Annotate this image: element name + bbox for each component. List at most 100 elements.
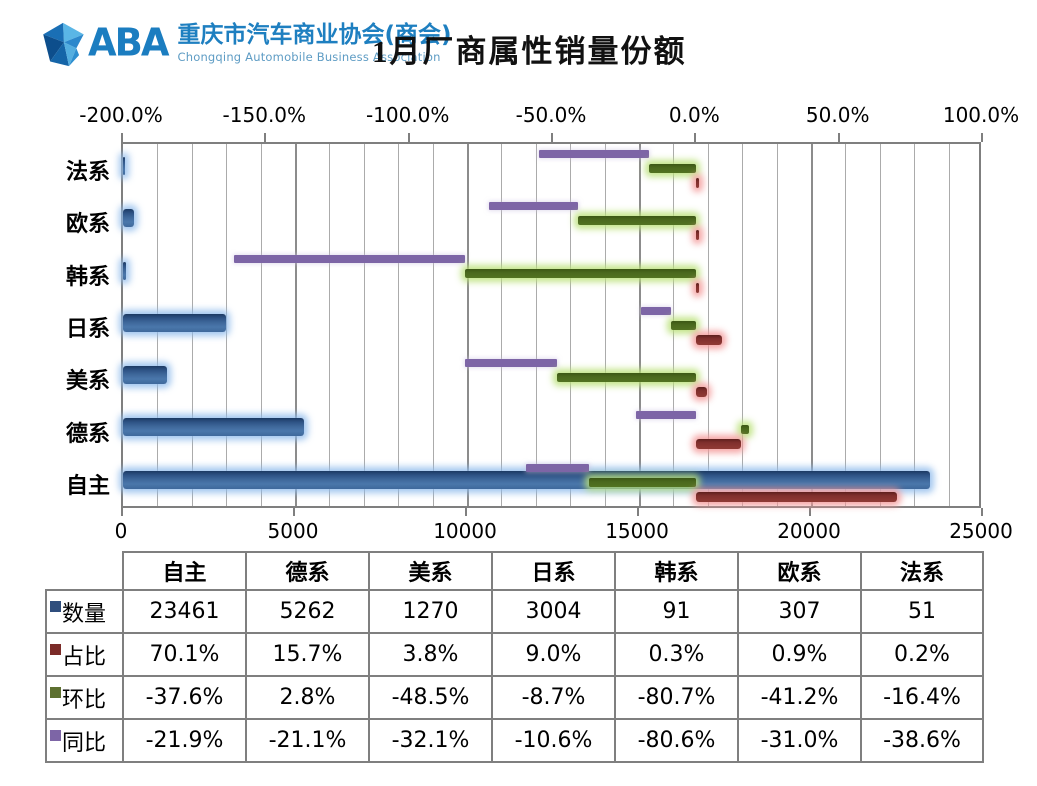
bar-quantity-欧系 [123,209,134,228]
bar-quantity-法系 [123,157,125,175]
gridline [398,144,400,506]
legend-swatch-icon [50,730,61,741]
gridline [914,144,916,506]
table-column-header: 美系 [368,551,493,591]
bar-tongbi-日系 [641,306,672,315]
bar-tongbi-美系 [465,359,558,368]
table-cell: 51 [860,589,984,634]
table-column-header: 法系 [860,551,984,591]
top-axis-tick-label: -50.0% [515,103,587,127]
category-label-日系: 日系 [65,317,110,342]
table-cell: -21.1% [245,718,370,763]
gridline [467,144,469,506]
gridline [845,144,847,506]
gridline [535,144,537,506]
gridline [639,144,641,506]
table-row-label-cell: 同比 [45,718,124,763]
table-row-label: 环比 [48,678,121,717]
bottom-axis-tick [637,508,639,516]
table-column-header: 日系 [491,551,616,591]
bar-quantity-自主 [123,470,931,489]
legend-swatch-icon [50,644,61,655]
top-axis-tick [264,133,267,142]
top-axis-tick-label: 50.0% [805,103,870,127]
gridline [811,144,813,506]
table-cell: 5262 [245,589,370,634]
category-label-美系: 美系 [65,369,110,395]
table-row-label: 数量 [48,592,121,631]
chart-plot-area [121,142,981,508]
bottom-axis-tick [121,508,123,516]
bar-zhanbi-韩系 [696,282,700,293]
category-label-韩系: 韩系 [65,264,110,290]
table-row-label-cell: 环比 [45,675,124,720]
category-label-欧系: 欧系 [65,212,110,238]
table-cell: 0.9% [737,632,862,677]
bottom-axis-tick [293,508,295,516]
bar-zhanbi-日系 [696,334,723,345]
table-cell: 70.1% [122,632,247,677]
legend-swatch-icon [50,601,61,612]
top-axis-tick [837,133,840,142]
table-cell: -80.6% [614,718,739,763]
table-cell: -48.5% [368,675,493,720]
table-cell: -80.7% [614,675,739,720]
table-cell: 307 [737,589,862,634]
table-row-label-cell: 占比 [45,632,124,677]
bar-huanbi-法系 [649,164,697,173]
table-cell: -16.4% [860,675,984,720]
bottom-axis-tick-label: 10000 [433,519,497,543]
caba-gem-icon [43,22,84,67]
table-row-label-text: 环比 [62,687,107,713]
bottom-axis-tick-label: 25000 [949,519,1013,543]
table-cell: 3.8% [368,632,493,677]
table-cell: -41.2% [737,675,862,720]
table-row-label: 同比 [48,721,121,760]
org-name-en: Chongqing Automobile Business Associatio… [177,50,441,64]
bar-tongbi-欧系 [489,202,579,211]
org-name-block: 重庆市汽车商业协会(商会) Chongqing Automobile Busin… [177,20,451,64]
bar-huanbi-日系 [671,320,697,330]
top-axis-tick [407,133,410,142]
category-label-自主: 自主 [65,473,110,499]
logo-letters: ABA [88,20,169,65]
gridline [948,144,950,506]
table-row-label-cell: 数量 [45,589,124,634]
gridline [432,144,434,506]
bar-quantity-美系 [123,366,167,385]
top-axis-tick-label: 100.0% [942,103,1020,127]
bar-quantity-德系 [123,418,304,437]
table-cell: 0.3% [614,632,739,677]
table-row-label-text: 数量 [62,601,107,627]
gridline [501,144,503,506]
bar-quantity-日系 [123,313,227,332]
table-cell: -21.9% [122,718,247,763]
bottom-axis-tick [465,508,467,516]
bar-huanbi-美系 [557,373,697,383]
top-axis-tick-label: -200.0% [79,103,163,127]
data-table: 自主 德系 美系 日系 韩系 欧系 法系 数量 23461 5262 1270 3004 91 307 51… [45,551,984,763]
gridline [707,144,709,506]
bar-huanbi-自主 [588,477,697,487]
table-cell: 1270 [368,589,493,634]
table-cell: 9.0% [491,632,616,677]
bar-tongbi-韩系 [233,254,465,263]
table-cell: 15.7% [245,632,370,677]
gridline [570,144,572,506]
table-column-header: 欧系 [737,551,862,591]
gridline [604,144,606,506]
bar-zhanbi-欧系 [696,230,700,241]
bottom-axis-tick [981,508,983,516]
gridline [226,144,228,506]
table-column-header: 自主 [122,551,247,591]
table-cell: 0.2% [860,632,984,677]
top-axis-tick [551,133,553,142]
caba-logo: ABA 重庆市汽车商业协会(商会) Chongqing Automobile B… [40,20,452,72]
table-corner-blank [46,552,123,590]
bar-zhanbi-自主 [696,491,898,502]
bottom-axis-tick-label: 15000 [605,519,669,543]
gridline [879,144,881,506]
bar-zhanbi-德系 [696,439,742,450]
bar-tongbi-法系 [538,150,650,158]
